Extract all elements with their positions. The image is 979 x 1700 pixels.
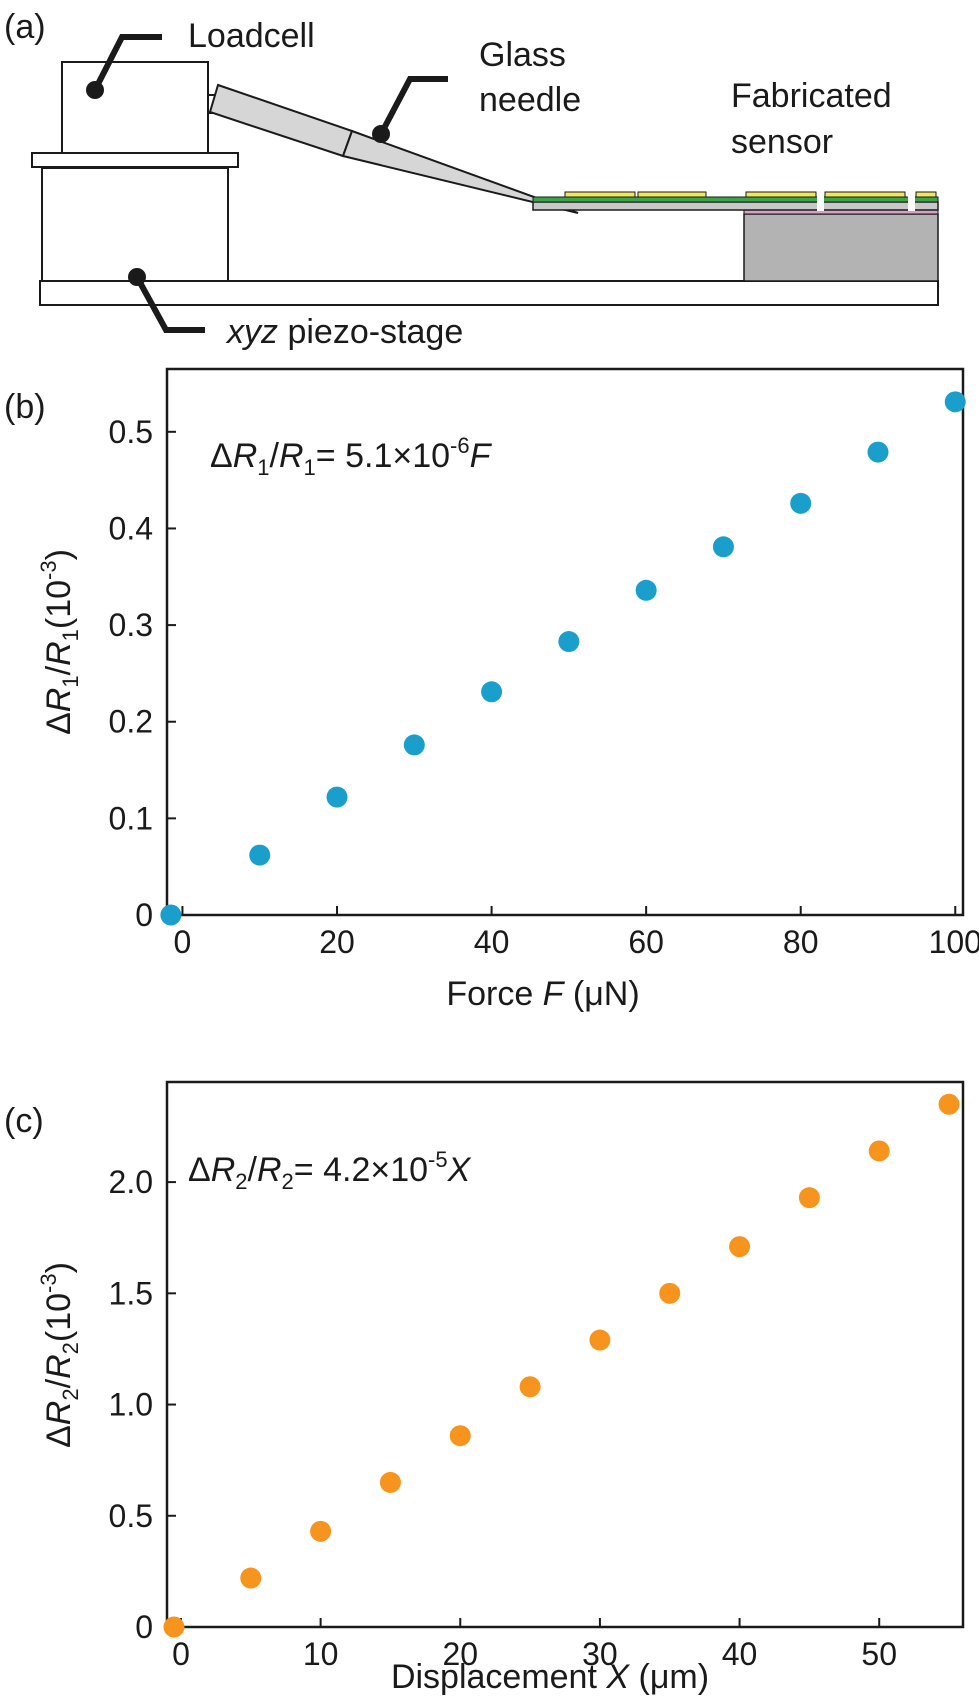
b-ytick-label: 0.4 [109,510,153,546]
chart-b-xticks: 0 20 40 60 80 100 [174,906,979,960]
panel-a-label: (a) [4,8,46,46]
b-data-point [790,492,812,514]
b-xtick-label: 0 [174,924,192,960]
b-xtick-label: 100 [929,924,979,960]
b-data-point [558,631,580,653]
c-xtick-label: 30 [582,1636,618,1672]
b-data-point [403,734,425,756]
chart-b: (b) ΔR1/R1= 5.1×10-6F ΔR1/R1(10-3) Force… [4,367,979,1013]
c-data-point [519,1376,541,1398]
chart-b-panel-label: (b) [4,388,46,426]
stage-label: xyz piezo-stage [225,313,463,351]
b-ytick-label: 0.3 [109,607,153,643]
c-data-point [449,1425,471,1447]
b-ytick-label: 0.2 [109,704,153,740]
c-ytick-label: 2.0 [109,1164,153,1200]
chart-c-yticks: 0 0.5 1.0 1.5 2.0 [109,1164,176,1645]
sensor-substrate [743,213,939,282]
c-data-point [379,1471,401,1493]
stage-dot [128,268,146,286]
chart-b-xlabel: Force F (μN) [446,975,639,1013]
b-ytick-label: 0.1 [109,800,153,836]
chart-b-points [160,391,966,926]
b-ytick-label: 0.5 [109,414,153,450]
stage-tower [41,167,229,282]
sensor-cantilever [532,201,939,211]
c-xtick-label: 0 [172,1636,190,1672]
b-ytick-label: 0 [135,897,153,933]
loadcell-platform [31,152,239,168]
b-data-point [635,579,657,601]
chart-c-frame [165,1080,965,1629]
b-data-point [160,904,182,926]
loadcell-box [61,61,209,154]
chart-c-ylabel: ΔR2/R2(10-3) [36,1262,83,1448]
loadcell-label: Loadcell [188,17,315,55]
stage-label-rest: piezo-stage [278,313,463,351]
needle-leader [378,76,448,136]
b-xtick-label: 40 [474,924,510,960]
fabricated-sensor-label-1: Fabricated [731,77,892,115]
sensor-gaps [817,191,915,211]
c-data-point [938,1093,960,1115]
chart-b-yticks: 0 0.1 0.2 0.3 0.4 0.5 [109,414,176,933]
b-data-point [326,786,348,808]
b-xtick-label: 20 [319,924,355,960]
c-data-point [729,1236,751,1258]
b-data-point [249,844,271,866]
c-data-point [659,1282,681,1304]
c-ytick-label: 1.5 [109,1275,153,1311]
needle-dot [372,125,390,143]
b-xtick-label: 80 [783,924,819,960]
stage-base-plate [39,280,939,306]
c-xtick-label: 40 [722,1636,758,1672]
glass-needle-body [208,83,354,158]
c-data-point [798,1187,820,1209]
panel-a-schematic: (a) [4,8,939,351]
b-xtick-label: 60 [628,924,664,960]
chart-b-frame [165,367,965,917]
sensor-gold-pads [564,191,937,198]
c-xtick-label: 20 [442,1636,478,1672]
loadcell-leader [92,34,162,92]
c-xtick-label: 50 [861,1636,897,1672]
c-ytick-label: 1.0 [109,1387,153,1423]
c-xtick-label: 10 [303,1636,339,1672]
c-data-point [589,1329,611,1351]
c-data-point [868,1140,890,1162]
glass-needle-label-2: needle [479,81,581,119]
b-data-point [944,391,966,413]
c-data-point [240,1567,262,1589]
glass-needle-label-1: Glass [479,36,566,74]
sensor-green-layer [532,196,939,203]
b-data-point [712,536,734,558]
chart-b-equation: ΔR1/R1= 5.1×10-6F [210,433,493,480]
chart-c-points [163,1093,960,1638]
chart-c-panel-label: (c) [4,1102,44,1140]
chart-c-equation: ΔR2/R2= 4.2×10-5X [188,1147,472,1194]
fabricated-sensor-label-2: sensor [731,123,833,161]
c-ytick-label: 0.5 [109,1498,153,1534]
b-data-point [481,681,503,703]
c-data-point [310,1520,332,1542]
loadcell-dot [86,81,104,99]
stage-leader [134,275,205,333]
chart-c-xlabel: Displacement X (μm) [391,1658,709,1696]
chart-c: (c) ΔR2/R2= 4.2×10-5X ΔR2/R2(10-3) Displ… [4,1080,965,1696]
c-ytick-label: 0 [135,1609,153,1645]
chart-b-ylabel: ΔR1/R1(10-3) [36,549,83,735]
b-data-point [867,441,889,463]
glass-needle-tip [341,129,579,214]
c-data-point [163,1616,185,1638]
stage-label-italic: xyz [225,313,278,351]
